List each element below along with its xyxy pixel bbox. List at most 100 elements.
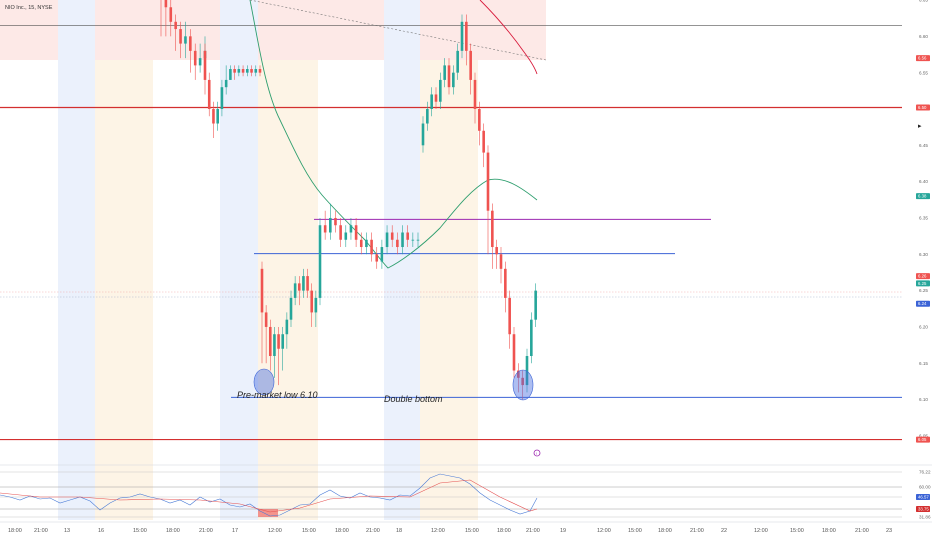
candle-body xyxy=(504,268,507,298)
rsi-level-label: 60.00 xyxy=(919,485,931,490)
price-tick-label: 6.15 xyxy=(919,361,928,366)
circle-marker-double-bottom xyxy=(512,369,534,401)
price-tick-label: 6.30 xyxy=(919,252,928,257)
candle-body xyxy=(380,247,384,262)
candle-body xyxy=(460,21,464,51)
price-tag xyxy=(916,280,930,287)
time-tick-label: 12:00 xyxy=(597,528,611,534)
time-tick-label: 12:00 xyxy=(268,528,282,534)
event-marker-icon[interactable] xyxy=(533,449,541,457)
rsi-level-label: 31.86 xyxy=(919,515,931,520)
candle-body xyxy=(229,69,232,80)
rsi-level-label: 46.57 xyxy=(918,495,929,500)
price-tag xyxy=(916,300,930,307)
candle-body xyxy=(465,21,468,51)
candle-body xyxy=(495,247,498,255)
price-tag xyxy=(916,436,930,443)
candle-body xyxy=(491,210,494,248)
candle-body xyxy=(375,254,379,262)
annotation-premarket-low: Pre-market low 6.10 xyxy=(237,390,318,400)
candle-body xyxy=(184,36,187,44)
session-band xyxy=(58,0,95,520)
time-tick-label: 18:00 xyxy=(497,528,511,534)
time-tick-label: 18:00 xyxy=(8,528,22,534)
candle-body xyxy=(193,50,197,66)
session-backgrounds xyxy=(0,0,546,520)
candle-body xyxy=(508,297,511,335)
rsi-panel xyxy=(0,471,902,518)
candle-body xyxy=(198,58,202,66)
candle-body xyxy=(241,69,245,73)
candle-body xyxy=(264,312,268,327)
event-marker-glyph: ! xyxy=(536,451,537,456)
time-tick-label: 18:00 xyxy=(822,528,836,534)
candle-body xyxy=(411,239,415,241)
candle-body xyxy=(293,283,297,298)
rsi-line xyxy=(0,473,538,517)
price-tags: 6.56 6.50 6.38 6.26 6.25 6.24 6.05 xyxy=(916,55,930,443)
time-tick-label: 18:00 xyxy=(166,528,180,534)
candle-body xyxy=(349,225,353,233)
candles xyxy=(160,0,537,400)
time-tick-label: 21:00 xyxy=(690,528,704,534)
price-tick-label: 6.40 xyxy=(919,179,928,184)
session-band xyxy=(258,60,318,520)
session-band xyxy=(220,0,258,520)
price-tick-label: 6.65 xyxy=(919,0,928,3)
session-band xyxy=(420,0,478,60)
candle-body xyxy=(318,254,322,298)
price-tick-label: 6.60 xyxy=(919,34,928,39)
price-tick-label: 6.55 xyxy=(919,70,928,75)
price-tag-label: 6.56 xyxy=(918,56,927,61)
time-tick-label: 16 xyxy=(98,528,104,534)
candle-body xyxy=(344,232,348,240)
candle-body xyxy=(289,297,293,320)
candle-body xyxy=(273,334,276,357)
rsi-level-label: 33.75 xyxy=(918,507,929,512)
candle-body xyxy=(306,276,309,291)
circle-marker-premarket xyxy=(253,368,275,396)
time-tick-label: 17 xyxy=(232,528,238,534)
candle-body xyxy=(406,232,409,240)
time-tick-label: 21:00 xyxy=(855,528,869,534)
price-tag xyxy=(916,193,930,200)
candle-body xyxy=(164,0,168,8)
candle-body xyxy=(237,69,241,73)
candle-body xyxy=(426,108,429,124)
price-axis: 6.65 6.60 6.55 6.50 6.45 6.40 6.35 6.30 6.25 6.20… xyxy=(916,0,931,520)
time-tick-label: 18:00 xyxy=(658,528,672,534)
candle-body xyxy=(534,290,537,320)
candle-body xyxy=(220,87,224,109)
candle-body xyxy=(401,232,404,248)
candle-body xyxy=(174,21,177,30)
time-tick-label: 21:00 xyxy=(366,528,380,534)
candle-body xyxy=(250,69,253,73)
candle-body xyxy=(339,225,342,240)
session-band xyxy=(318,0,384,60)
price-tick-label: 6.35 xyxy=(919,216,928,221)
session-band xyxy=(420,60,478,520)
session-band xyxy=(95,0,153,60)
session-band xyxy=(258,0,318,60)
candle-body xyxy=(469,50,472,80)
time-tick-label: 15:00 xyxy=(465,528,479,534)
price-tag-label: 6.50 xyxy=(918,105,927,110)
time-tick-label: 18 xyxy=(396,528,402,534)
horizontal-levels xyxy=(0,0,902,441)
time-tick-label: 12:00 xyxy=(431,528,445,534)
session-band xyxy=(0,0,58,60)
rsi-level-tag xyxy=(916,494,930,500)
candle-body xyxy=(434,94,438,102)
session-band xyxy=(153,0,220,60)
candle-body xyxy=(179,29,182,44)
candle-body xyxy=(310,290,314,313)
price-tag xyxy=(916,273,930,280)
time-tick-label: 21:00 xyxy=(526,528,540,534)
candle-body xyxy=(302,276,305,291)
price-tick-label: 6.25 xyxy=(919,288,928,293)
candle-body xyxy=(258,69,262,73)
time-tick-label: 15:00 xyxy=(628,528,642,534)
candle-body xyxy=(297,283,301,291)
